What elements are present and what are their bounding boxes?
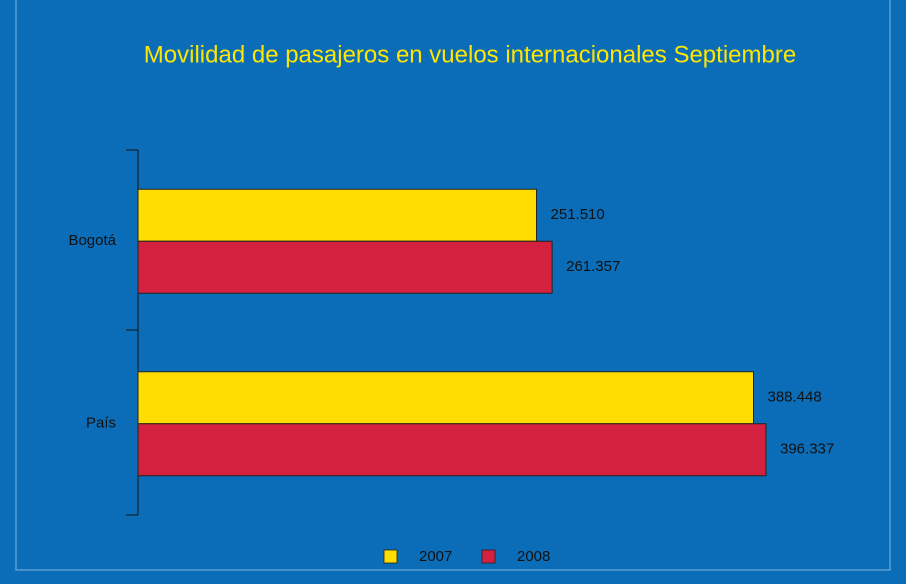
chart-title: Movilidad de pasajeros en vuelos interna… [144, 41, 796, 68]
bar [137, 188, 538, 242]
data-label: 388.448 [767, 389, 821, 406]
legend-label: 2008 [517, 548, 550, 565]
y-tick-label: Bogotá [68, 232, 116, 249]
y-tick-label: País [86, 415, 116, 432]
legend-swatch [383, 549, 398, 564]
bar [137, 371, 754, 425]
data-label: 251.510 [551, 206, 605, 223]
data-label: 261.357 [566, 258, 620, 275]
bar [137, 240, 553, 294]
bar [137, 423, 767, 477]
frame [15, 0, 891, 571]
legend-label: 2007 [419, 548, 452, 565]
legend-swatch [481, 549, 496, 564]
data-label: 396.337 [780, 441, 834, 458]
